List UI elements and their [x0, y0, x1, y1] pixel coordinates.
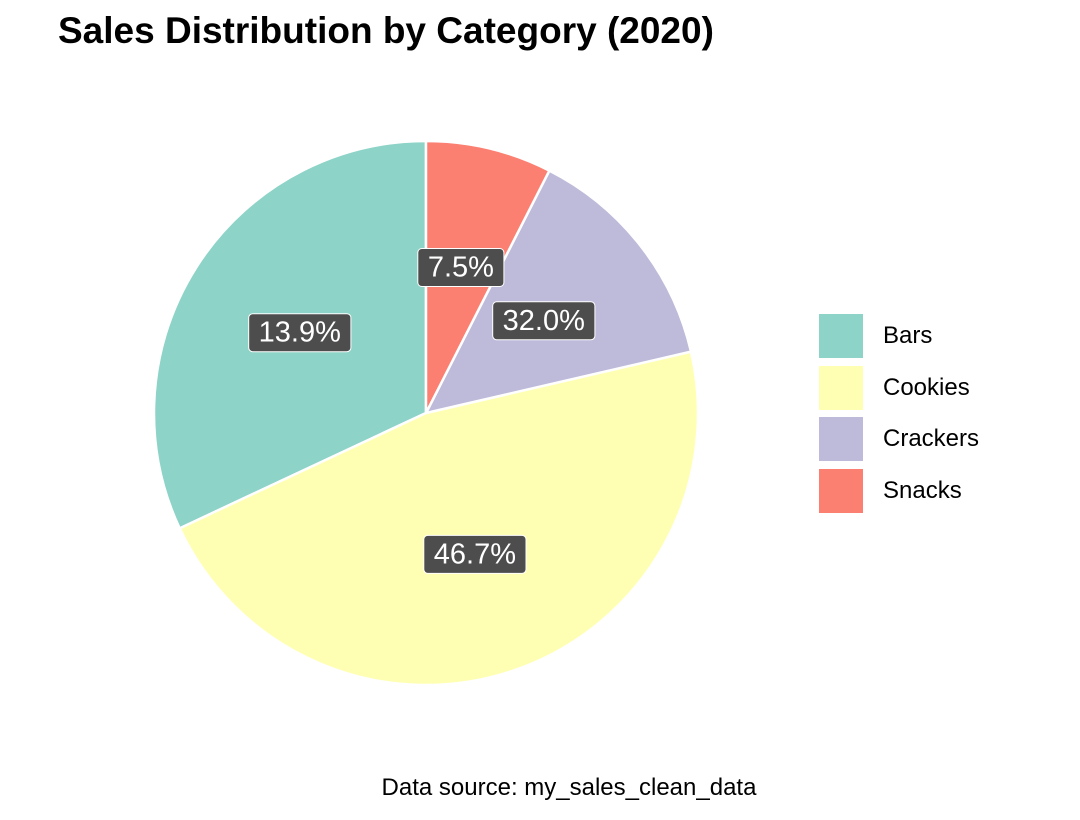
legend-label: Bars [883, 322, 933, 349]
legend-swatch [819, 365, 863, 410]
legend-swatch [819, 314, 863, 358]
data-label-text: 7.5% [428, 252, 494, 284]
legend-item-cookies: Cookies [819, 365, 979, 410]
data-label-text: 46.7% [434, 538, 516, 570]
data-label-box [492, 301, 596, 341]
data-label-crackers: 32.0% [492, 301, 596, 341]
data-label-box [417, 248, 505, 287]
data-label-cookies: 46.7% [423, 534, 527, 574]
pie-slice-crackers [424, 169, 693, 415]
data-label-box [248, 313, 352, 353]
data-label-text: 13.9% [259, 317, 341, 349]
legend-label: Snacks [883, 476, 962, 504]
pie-data-labels: 13.9% 46.7% 32.0% 7.5% [248, 248, 596, 574]
data-label-bars: 13.9% [248, 313, 352, 353]
legend-item-bars: Bars [819, 314, 979, 358]
pie-slices [152, 139, 700, 687]
legend-item-crackers: Crackers [819, 417, 979, 461]
chart-title: Sales Distribution by Category (2020) [58, 10, 714, 51]
data-label-box [423, 534, 527, 574]
legend-swatch [819, 417, 863, 461]
data-label-snacks: 7.5% [417, 248, 505, 287]
legend-item-snacks: Snacks [819, 468, 979, 513]
data-label-text: 32.0% [503, 305, 585, 337]
legend-label: Crackers [883, 425, 980, 452]
legend-swatch [819, 468, 863, 513]
chart-legend: Bars Cookies Crackers Snacks [819, 314, 979, 520]
pie-slice-cookies [178, 350, 700, 687]
legend-label: Cookies [883, 373, 970, 401]
chart-caption: Data source: my_sales_clean_data [381, 774, 757, 801]
